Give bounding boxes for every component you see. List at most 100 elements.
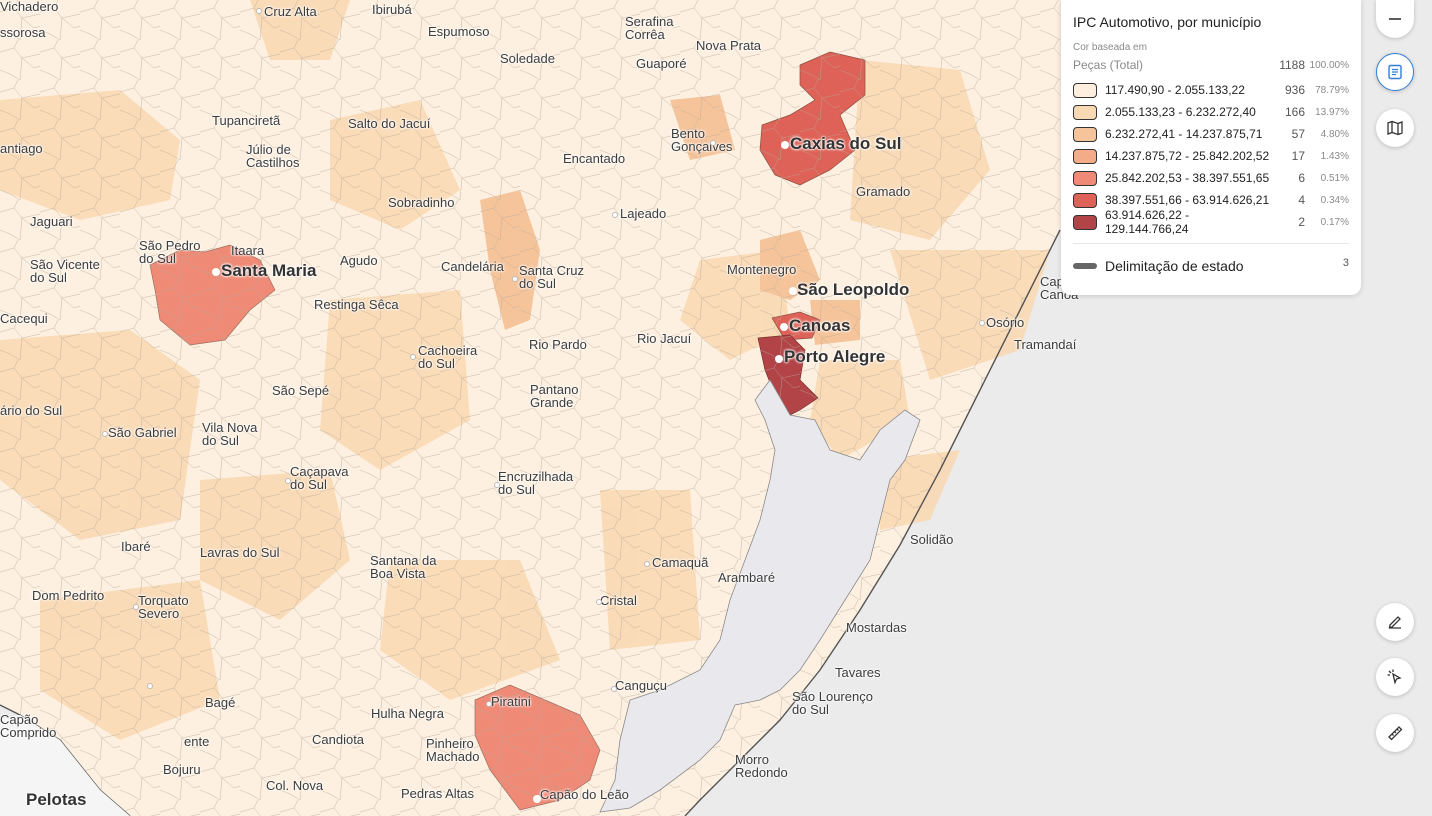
place-label: Tavares bbox=[835, 665, 881, 680]
legend-metric: Peças (Total) bbox=[1073, 58, 1144, 72]
city-dot bbox=[285, 478, 291, 484]
legend-class-row: 25.842.202,53 - 38.397.551,65 6 0.51% bbox=[1073, 167, 1349, 189]
place-label: Cristal bbox=[600, 593, 637, 608]
place-label: Canoas bbox=[789, 316, 851, 335]
place-label: São Leopoldo bbox=[797, 280, 910, 299]
city-dot bbox=[410, 354, 416, 360]
place-label: ário do Sul bbox=[0, 403, 63, 418]
legend-class-count: 166 bbox=[1284, 105, 1305, 119]
place-label: Júlio de Castilhos bbox=[246, 142, 300, 170]
place-label: Ibaré bbox=[121, 539, 151, 554]
legend-class-range: 117.490,90 - 2.055.133,22 bbox=[1105, 83, 1245, 97]
lagoa-dos-patos bbox=[599, 379, 921, 813]
place-label: Jaguari bbox=[30, 214, 73, 229]
place-label: Solidão bbox=[910, 532, 954, 547]
legend-divider bbox=[1073, 243, 1349, 244]
place-label: Soledade bbox=[500, 51, 555, 66]
zoom-out-button[interactable] bbox=[1376, 0, 1414, 38]
legend-class-count: 936 bbox=[1284, 83, 1305, 97]
place-label: Hulha Negra bbox=[371, 706, 444, 721]
city-dot bbox=[133, 604, 139, 610]
city-dot bbox=[789, 287, 797, 295]
place-label: Encantado bbox=[563, 151, 626, 166]
legend-class-range: 38.397.551,66 - 63.914.626,21 bbox=[1105, 193, 1270, 207]
legend-class-pct: 78.79% bbox=[1315, 84, 1349, 96]
legend-total-count: 1188 bbox=[1279, 58, 1305, 72]
place-label: Candelária bbox=[441, 259, 504, 274]
minus-icon bbox=[1389, 18, 1401, 20]
city-dot bbox=[533, 795, 541, 803]
city-dot bbox=[102, 431, 108, 437]
place-label: Vichadero bbox=[0, 0, 59, 14]
place-label: Camaquã bbox=[652, 555, 709, 570]
legend-swatch bbox=[1073, 126, 1097, 142]
place-label: Restinga Sêca bbox=[314, 297, 399, 312]
legend-class-pct: 0.34% bbox=[1320, 194, 1349, 206]
place-label: Morro Redondo bbox=[735, 752, 788, 780]
legend-toggle-button[interactable] bbox=[1376, 53, 1414, 91]
place-label: São Gabriel bbox=[108, 425, 177, 440]
legend-class-row: 2.055.133,23 - 6.232.272,40 166 13.97% bbox=[1073, 101, 1349, 123]
city-dot bbox=[611, 686, 617, 692]
legend-class-pct: 13.97% bbox=[1315, 106, 1349, 118]
place-label: Gramado bbox=[856, 184, 911, 199]
legend-class-range: 6.232.272,41 - 14.237.875,71 bbox=[1105, 127, 1263, 141]
legend-state-border-count: 3 bbox=[1342, 257, 1349, 269]
legend-swatch bbox=[1073, 192, 1097, 208]
place-label: Santa Cruz do Sul bbox=[519, 263, 585, 291]
legend-total-pct: 100.00% bbox=[1309, 59, 1349, 71]
legend-title: IPC Automotivo, por município bbox=[1073, 14, 1262, 30]
place-label: Cruz Alta bbox=[264, 4, 317, 19]
place-label: Candiota bbox=[312, 732, 365, 747]
place-label: Porto Alegre bbox=[784, 347, 886, 366]
basemap-button[interactable] bbox=[1376, 109, 1414, 147]
place-label: Nova Prata bbox=[696, 38, 762, 53]
place-label: Vila Nova do Sul bbox=[202, 420, 258, 448]
place-label: Pedras Altas bbox=[401, 786, 474, 801]
city-dot bbox=[596, 599, 602, 605]
legend-class-row: 63.914.626,22 - 129.144.766,24 2 0.17% bbox=[1073, 208, 1349, 236]
legend-class-range: 14.237.875,72 - 25.842.202,52 bbox=[1105, 149, 1270, 163]
legend-swatch bbox=[1073, 148, 1097, 164]
place-label: Serafina Corrêa bbox=[625, 14, 674, 42]
place-label: Espumoso bbox=[428, 24, 490, 39]
place-label: Col. Nova bbox=[266, 778, 324, 793]
place-label: Guaporé bbox=[636, 56, 687, 71]
place-label: São Vicente do Sul bbox=[30, 257, 100, 285]
place-label: Itaara bbox=[231, 243, 265, 258]
place-label: Pantano Grande bbox=[530, 382, 579, 410]
city-dot bbox=[780, 323, 788, 331]
place-label: Dom Pedrito bbox=[32, 588, 105, 603]
legend-class-row: 38.397.551,66 - 63.914.626,21 4 0.34% bbox=[1073, 189, 1349, 211]
legend-swatch bbox=[1073, 82, 1097, 98]
place-label: Bagé bbox=[205, 695, 236, 710]
place-label: Santana da Boa Vista bbox=[370, 553, 437, 581]
legend-class-count: 17 bbox=[1291, 149, 1305, 163]
place-label: Lajeado bbox=[620, 206, 667, 221]
legend-swatch bbox=[1073, 104, 1097, 120]
legend-class-row: 117.490,90 - 2.055.133,22 936 78.79% bbox=[1073, 79, 1349, 101]
select-button[interactable] bbox=[1376, 658, 1414, 696]
place-label: Salto do Jacuí bbox=[348, 116, 431, 131]
place-label: Tramandaí bbox=[1014, 337, 1077, 352]
city-dot bbox=[256, 8, 262, 14]
legend-class-row: 14.237.875,72 - 25.842.202,52 17 1.43% bbox=[1073, 145, 1349, 167]
legend-color-based-on: Cor baseada em bbox=[1073, 42, 1147, 53]
place-label: Montenegro bbox=[727, 262, 797, 277]
place-label: ssorosa bbox=[0, 25, 46, 40]
place-label: ente bbox=[184, 734, 210, 749]
place-label: Pelotas bbox=[26, 790, 87, 809]
place-label: Cacequi bbox=[0, 311, 48, 326]
map-icon bbox=[1387, 120, 1403, 136]
edit-shape-icon bbox=[1388, 616, 1401, 629]
place-label: São Sepé bbox=[272, 383, 330, 398]
place-label: Rio Jacuí bbox=[637, 331, 692, 346]
list-icon bbox=[1388, 64, 1402, 80]
place-label: Lavras do Sul bbox=[200, 545, 280, 560]
draw-button[interactable] bbox=[1376, 603, 1414, 641]
measure-button[interactable] bbox=[1376, 714, 1414, 752]
place-label: Cachoeira do Sul bbox=[418, 343, 478, 371]
place-label: Agudo bbox=[340, 253, 378, 268]
legend-class-count: 6 bbox=[1298, 171, 1305, 185]
legend-class-pct: 0.51% bbox=[1320, 172, 1349, 184]
